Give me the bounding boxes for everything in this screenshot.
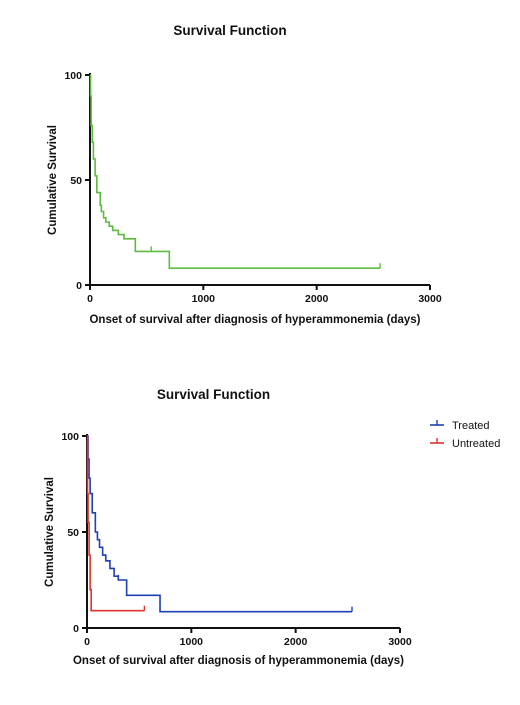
y-tick-label: 100: [64, 70, 82, 82]
x-tick-label: 0: [87, 293, 93, 305]
y-tick-label: 50: [67, 527, 79, 539]
y-tick-label: 0: [73, 623, 79, 635]
y-axis-label: Cumulative Survival: [47, 125, 59, 235]
survival-step-line-treated: [87, 435, 353, 613]
legend-label: Treated: [452, 420, 490, 432]
survival-chart-all: Survival Function 0 1000 2000 3000 0 50 100 Onse…: [47, 23, 442, 326]
x-tick-label: 3000: [418, 293, 442, 305]
x-axis-label: Onset of survival after diagnosis of hyp…: [73, 655, 404, 667]
y-axis-label: Cumulative Survival: [44, 477, 56, 587]
x-tick-label: 1000: [180, 636, 204, 648]
survival-chart-by-treatment: Survival Function 0 1000 2000 3000 0 50 100 Onse…: [44, 387, 500, 667]
x-tick-label: 3000: [388, 636, 412, 648]
y-tick-label: 0: [76, 280, 82, 292]
survival-step-line: [89, 74, 381, 269]
x-tick-label: 2000: [305, 293, 329, 305]
x-tick-label: 0: [84, 636, 90, 648]
chart-title: Survival Function: [157, 387, 270, 402]
y-tick-label: 50: [70, 175, 82, 187]
x-tick-label: 1000: [192, 293, 216, 305]
x-axis-label: Onset of survival after diagnosis of hyp…: [89, 314, 420, 326]
legend-label: Untreated: [452, 438, 500, 450]
chart-title: Survival Function: [173, 23, 286, 38]
y-tick-label: 100: [61, 431, 79, 443]
survival-step-line-untreated: [86, 435, 145, 612]
x-tick-label: 2000: [284, 636, 308, 648]
